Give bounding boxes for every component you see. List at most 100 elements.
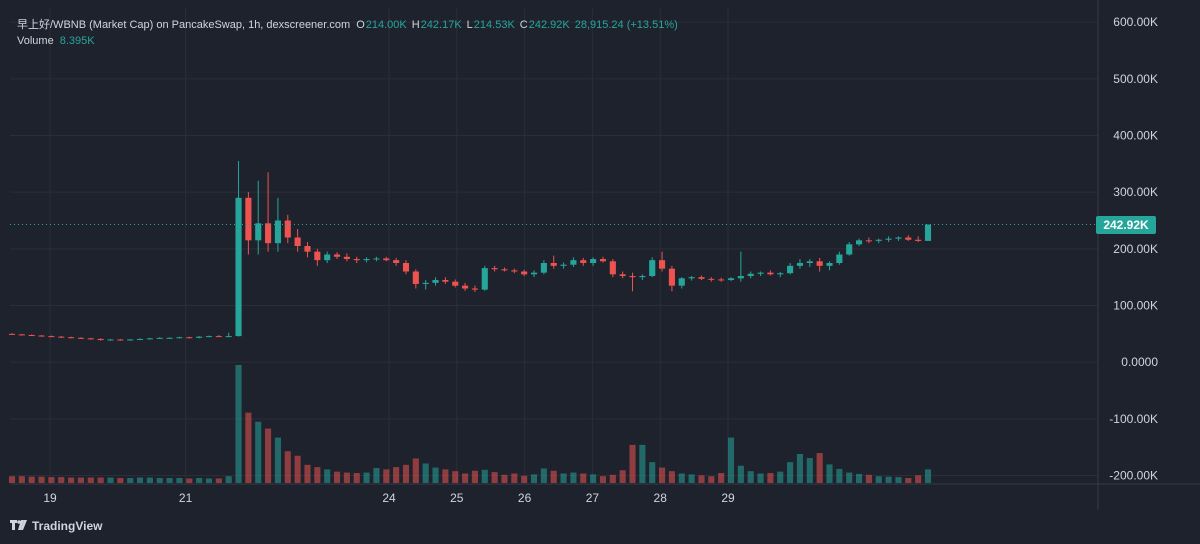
volume-bar: [698, 475, 705, 483]
candle-body: [718, 279, 725, 281]
candle-body: [333, 254, 341, 257]
volume-bar: [708, 476, 715, 483]
volume-bar: [294, 455, 301, 483]
volume-bar: [511, 473, 518, 483]
candle-body: [324, 254, 331, 261]
volume-bar: [895, 477, 902, 483]
candle-body: [373, 258, 380, 260]
candle-body: [905, 237, 912, 240]
candle-body: [393, 260, 400, 263]
candle-body: [540, 263, 547, 273]
volume-bar: [550, 470, 557, 483]
ohlc-row: 早上好/WBNB (Market Cap) on PancakeSwap, 1h…: [17, 17, 683, 33]
volume-bar: [826, 464, 833, 483]
candle-body: [924, 224, 932, 241]
candle-body: [590, 259, 597, 263]
tradingview-logo[interactable]: TradingView: [10, 519, 102, 533]
symbol-title[interactable]: 早上好/WBNB (Market Cap) on PancakeSwap, 1h…: [17, 19, 351, 31]
y-tick-label: -100.00K: [1109, 412, 1158, 426]
volume-bar: [265, 428, 272, 483]
volume-bar: [196, 478, 203, 483]
close-value: 242.92K: [528, 19, 570, 31]
volume-bar: [87, 477, 94, 483]
candle-body: [836, 254, 843, 263]
candle-body: [678, 278, 685, 286]
candle-body: [127, 339, 134, 341]
volume-bar: [462, 473, 469, 483]
candle-body: [747, 273, 754, 277]
y-tick-label: 200.00K: [1113, 242, 1158, 256]
candle-body: [471, 288, 478, 290]
volume-bar: [521, 475, 528, 483]
candle-body: [806, 261, 813, 263]
volume-bar: [324, 469, 331, 483]
volume-bar: [501, 474, 508, 483]
volume-bar: [127, 478, 134, 483]
volume-bar: [846, 472, 853, 483]
volume-bar: [570, 472, 577, 483]
open-value: 214.00K: [365, 19, 407, 31]
volume-bar: [245, 412, 252, 483]
candle-body: [304, 246, 311, 252]
candle-body: [186, 337, 193, 339]
volume-bar: [314, 467, 321, 483]
high-value: 242.17K: [420, 19, 462, 31]
volume-bar: [8, 476, 16, 483]
volume-bar: [639, 444, 646, 483]
volume-bar: [146, 477, 153, 483]
volume-bar: [215, 478, 222, 483]
candle-body: [816, 261, 823, 266]
candle-body: [97, 338, 104, 341]
volume-bar: [412, 458, 419, 483]
volume-bar: [77, 477, 84, 483]
volume-bar: [235, 365, 242, 483]
candle-body: [8, 333, 16, 335]
candle-body: [767, 272, 774, 275]
candle-body: [511, 270, 518, 272]
volume-bar: [777, 471, 784, 483]
candle-body: [77, 337, 84, 339]
candle-body: [176, 337, 183, 339]
candle-body: [737, 276, 744, 279]
volume-bar: [629, 444, 636, 483]
volume-bar: [580, 473, 587, 483]
candle-body: [521, 271, 528, 275]
volume-bar: [38, 476, 45, 483]
candle-body: [166, 337, 173, 339]
candle-body: [343, 256, 350, 260]
volume-bar: [363, 472, 370, 483]
low-label: L: [466, 19, 473, 31]
candle-body: [796, 263, 804, 266]
volume-bar: [649, 462, 656, 483]
candle-body: [422, 282, 429, 284]
tradingview-icon: [10, 520, 27, 530]
volume-bar: [166, 478, 173, 483]
candle-body: [580, 260, 587, 263]
candle-body: [107, 339, 114, 341]
candle-body: [865, 240, 872, 242]
volume-bar: [304, 464, 311, 483]
candle-body: [18, 334, 25, 336]
candle-body: [530, 272, 538, 275]
candle-body: [609, 261, 616, 275]
volume-bar: [176, 478, 183, 483]
candle-body: [462, 285, 469, 289]
volume-bar: [393, 467, 400, 483]
volume-bar: [806, 458, 813, 483]
y-tick-label: 400.00K: [1113, 129, 1158, 143]
candle-body: [146, 338, 153, 340]
candle-body: [560, 264, 567, 266]
volume-bar: [619, 470, 626, 483]
volume-bar: [333, 471, 341, 483]
candle-body: [481, 268, 488, 290]
candle-body: [846, 244, 853, 255]
candle-body: [38, 335, 45, 337]
candle-body: [353, 259, 360, 261]
volume-bar: [836, 468, 843, 483]
volume-bar: [678, 473, 685, 483]
candle-body: [265, 223, 272, 244]
y-tick-label: 100.00K: [1113, 299, 1158, 313]
volume-bar: [875, 476, 882, 483]
